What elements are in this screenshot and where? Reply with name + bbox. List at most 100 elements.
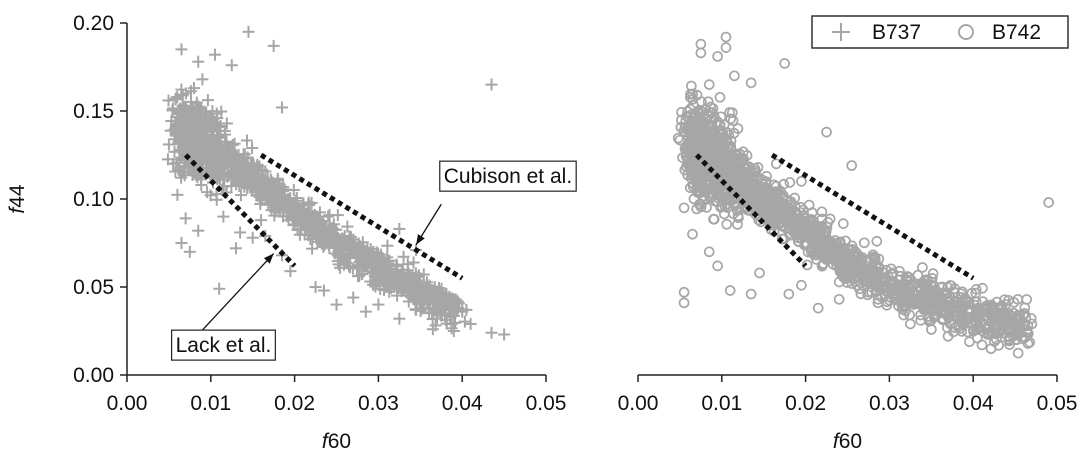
data-point	[955, 288, 967, 300]
data-point	[807, 244, 818, 256]
data-point	[213, 282, 226, 295]
data-point	[460, 303, 473, 316]
data-point	[851, 264, 863, 276]
data-point	[196, 73, 209, 86]
data-point	[188, 82, 201, 95]
data-point	[839, 251, 851, 263]
data-point	[364, 243, 377, 256]
data-point	[276, 210, 289, 223]
data-point	[678, 202, 690, 214]
data-point	[833, 293, 845, 305]
x-tick-label: 0.01	[190, 392, 231, 415]
data-point	[696, 130, 707, 142]
data-point	[302, 222, 315, 235]
data-point	[178, 154, 191, 167]
data-point	[872, 273, 884, 285]
data-point	[794, 207, 806, 218]
data-point	[824, 243, 836, 254]
data-point	[1011, 313, 1023, 325]
data-point	[796, 279, 807, 291]
data-point	[703, 79, 715, 90]
data-point	[714, 119, 726, 131]
data-point	[485, 326, 498, 339]
data-point	[1021, 294, 1032, 305]
data-point	[234, 189, 247, 202]
data-point	[680, 126, 692, 138]
data-point	[973, 309, 985, 321]
data-point	[908, 298, 920, 310]
data-point	[881, 296, 893, 308]
data-point	[417, 301, 430, 314]
data-point	[701, 180, 713, 192]
data-point	[374, 258, 387, 271]
data-point	[779, 58, 791, 69]
data-point	[397, 281, 410, 294]
data-point	[188, 128, 201, 141]
data-point	[923, 313, 934, 325]
data-point	[380, 260, 393, 273]
data-point	[888, 278, 899, 289]
data-point	[712, 51, 723, 62]
data-point	[969, 309, 981, 321]
data-point	[723, 129, 735, 141]
data-point	[217, 210, 230, 223]
data-point	[871, 235, 883, 247]
data-point	[252, 189, 265, 202]
x-tick-label: 0.00	[107, 392, 148, 415]
data-point	[171, 188, 184, 201]
data-point	[347, 236, 360, 249]
data-point	[985, 309, 996, 321]
data-point	[498, 328, 511, 341]
data-point	[401, 258, 414, 271]
data-point	[711, 130, 722, 142]
data-point	[407, 256, 420, 269]
data-point	[201, 94, 214, 107]
data-point	[837, 271, 849, 283]
data-point	[796, 176, 807, 187]
data-point	[259, 165, 272, 178]
data-point	[190, 143, 203, 156]
data-point	[242, 25, 255, 38]
data-point	[180, 103, 193, 116]
data-point	[687, 148, 699, 160]
data-point	[986, 326, 997, 338]
y-tick-label: 0.20	[73, 12, 114, 35]
data-point	[205, 132, 218, 145]
data-point	[851, 252, 863, 263]
data-point	[778, 204, 790, 216]
data-point	[858, 237, 870, 249]
arrow-head-icon	[416, 234, 425, 245]
data-point	[351, 259, 364, 272]
data-point	[722, 202, 733, 213]
data-point	[704, 186, 716, 198]
data-point	[962, 326, 973, 338]
data-point	[359, 305, 372, 318]
data-point	[192, 151, 205, 164]
data-point	[726, 193, 738, 205]
annotation-label: Cubison et al.	[444, 165, 572, 188]
right-reference-lines	[694, 152, 975, 281]
data-point	[677, 152, 688, 163]
data-point	[464, 317, 477, 330]
data-point	[750, 209, 762, 221]
annotation-box	[171, 329, 276, 361]
data-point	[287, 184, 300, 197]
legend-box	[811, 15, 1069, 49]
data-point	[271, 191, 284, 204]
right-data-points	[672, 31, 1054, 359]
data-point	[432, 287, 445, 300]
annotation-box	[439, 160, 577, 192]
data-point	[700, 186, 711, 198]
data-point	[762, 207, 774, 219]
data-point	[162, 94, 175, 107]
x-tick-label: 0.04	[442, 392, 483, 415]
data-point	[204, 120, 217, 133]
data-point	[322, 210, 335, 223]
data-point	[712, 260, 723, 272]
arrow-head-icon	[263, 253, 274, 264]
data-point	[912, 269, 924, 281]
data-point	[757, 174, 768, 186]
data-point	[1013, 323, 1025, 335]
data-point	[732, 123, 744, 134]
data-point	[171, 90, 184, 103]
